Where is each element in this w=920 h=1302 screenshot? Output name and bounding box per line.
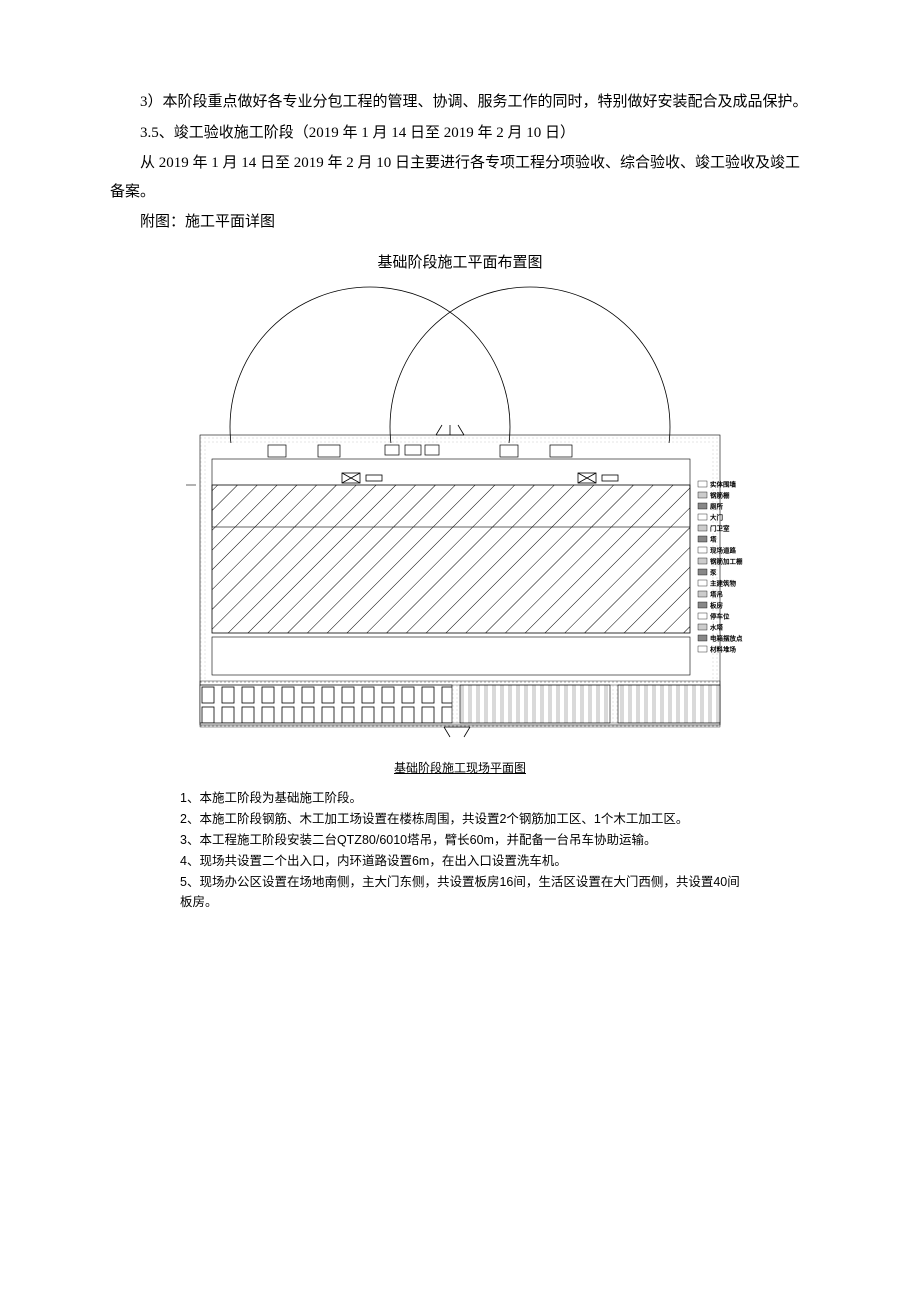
svg-text:材料堆场: 材料堆场	[709, 645, 737, 654]
body-paragraph: 3.5、竣工验收施工阶段（2019 年 1 月 14 日至 2019 年 2 月…	[110, 119, 810, 148]
svg-text:门卫室: 门卫室	[710, 524, 730, 533]
figure-title: 基础阶段施工平面布置图	[110, 249, 810, 278]
note-line: 5、现场办公区设置在场地南侧，主大门东侧，共设置板房16间，生活区设置在大门西侧…	[180, 872, 740, 912]
note-line: 2、本施工阶段钢筋、木工加工场设置在楼栋周围，共设置2个钢筋加工区、1个木工加工…	[180, 809, 740, 829]
svg-text:厕所: 厕所	[710, 502, 724, 511]
svg-text:板房: 板房	[710, 601, 724, 610]
body-paragraph: 3）本阶段重点做好各专业分包工程的管理、协调、服务工作的同时，特别做好安装配合及…	[110, 88, 810, 117]
svg-text:塔: 塔	[710, 535, 717, 544]
svg-text:钢筋棚: 钢筋棚	[710, 491, 730, 500]
body-paragraph: 从 2019 年 1 月 14 日至 2019 年 2 月 10 日主要进行各专…	[110, 149, 810, 206]
svg-text:水塔: 水塔	[710, 623, 724, 632]
figure-caption: 基础阶段施工现场平面图	[110, 757, 810, 780]
svg-text:主建筑物: 主建筑物	[710, 579, 737, 588]
note-line: 4、现场共设置二个出入口，内环道路设置6m，在出入口设置洗车机。	[180, 851, 740, 871]
site-plan-diagram: 实体围墙钢筋棚厕所大门门卫室塔现场道路钢筋加工棚泵主建筑物塔吊板房停车位水塔电箱…	[160, 285, 760, 749]
body-paragraph: 附图：施工平面详图	[110, 208, 810, 237]
svg-text:停车位: 停车位	[710, 612, 730, 621]
svg-text:电箱摆放点: 电箱摆放点	[710, 634, 743, 643]
svg-text:实体围墙: 实体围墙	[710, 480, 737, 489]
note-line: 1、本施工阶段为基础施工阶段。	[180, 788, 740, 808]
svg-text:大门: 大门	[710, 513, 724, 522]
figure-notes: 1、本施工阶段为基础施工阶段。 2、本施工阶段钢筋、木工加工场设置在楼栋周围，共…	[180, 788, 740, 912]
svg-text:现场道路: 现场道路	[710, 546, 737, 555]
note-line: 3、本工程施工阶段安装二台QTZ80/6010塔吊，臂长60m，并配备一台吊车协…	[180, 830, 740, 850]
svg-text:钢筋加工棚: 钢筋加工棚	[710, 557, 743, 566]
svg-text:泵: 泵	[709, 568, 717, 577]
svg-text:塔吊: 塔吊	[710, 590, 723, 599]
